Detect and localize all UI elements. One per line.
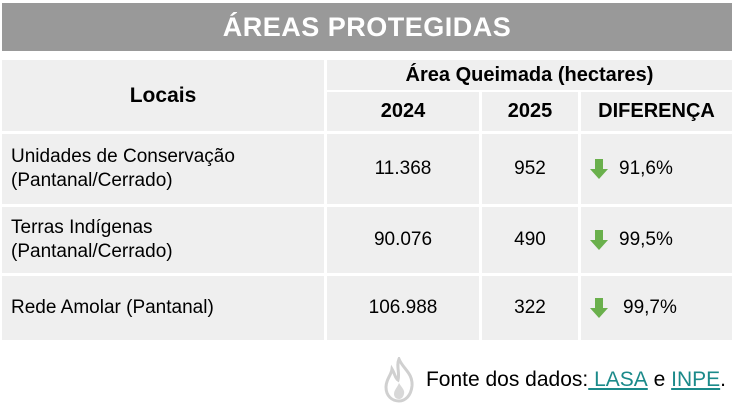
inpe-link[interactable]: INPE [671, 368, 721, 391]
table-title-bar: ÁREAS PROTEGIDAS [2, 3, 732, 51]
row-1-local: Unidades de Conservação (Pantanal/Cerrad… [2, 134, 324, 204]
footer-prefix: Fonte dos dados: [425, 368, 589, 391]
header-diferenca: DIFERENÇA [581, 92, 732, 131]
row-1-2025: 952 [482, 134, 578, 204]
row-3-diferenca: 99,7% [581, 276, 732, 340]
header-2024: 2024 [327, 92, 479, 131]
row-2-2025: 490 [482, 207, 578, 273]
row-2-local: Terras Indígenas (Pantanal/Cerrado) [2, 207, 324, 273]
table-title: ÁREAS PROTEGIDAS [222, 11, 512, 42]
header-2025: 2025 [482, 92, 578, 131]
arrow-down-icon [590, 159, 608, 179]
header-area-queimada: Área Queimada (hectares) [327, 60, 732, 90]
header-locais: Locais [2, 60, 324, 131]
row-1-diferenca: 91,6% [581, 134, 732, 204]
row-3-local: Rede Amolar (Pantanal) [2, 276, 324, 340]
data-source-footer: Fonte dos dados: LASA e INPE . [378, 357, 726, 403]
lasa-link[interactable]: LASA [588, 368, 648, 391]
footer-conj: e [647, 368, 672, 391]
arrow-down-icon [590, 230, 608, 250]
arrow-down-icon [590, 298, 608, 318]
footer-suffix: . [720, 368, 726, 391]
row-1-2024: 11.368 [327, 134, 479, 204]
row-3-2025: 322 [482, 276, 578, 340]
row-2-diferenca: 99,5% [581, 207, 732, 273]
flame-icon [384, 357, 414, 403]
row-3-2024: 106.988 [327, 276, 479, 340]
row-2-2024: 90.076 [327, 207, 479, 273]
